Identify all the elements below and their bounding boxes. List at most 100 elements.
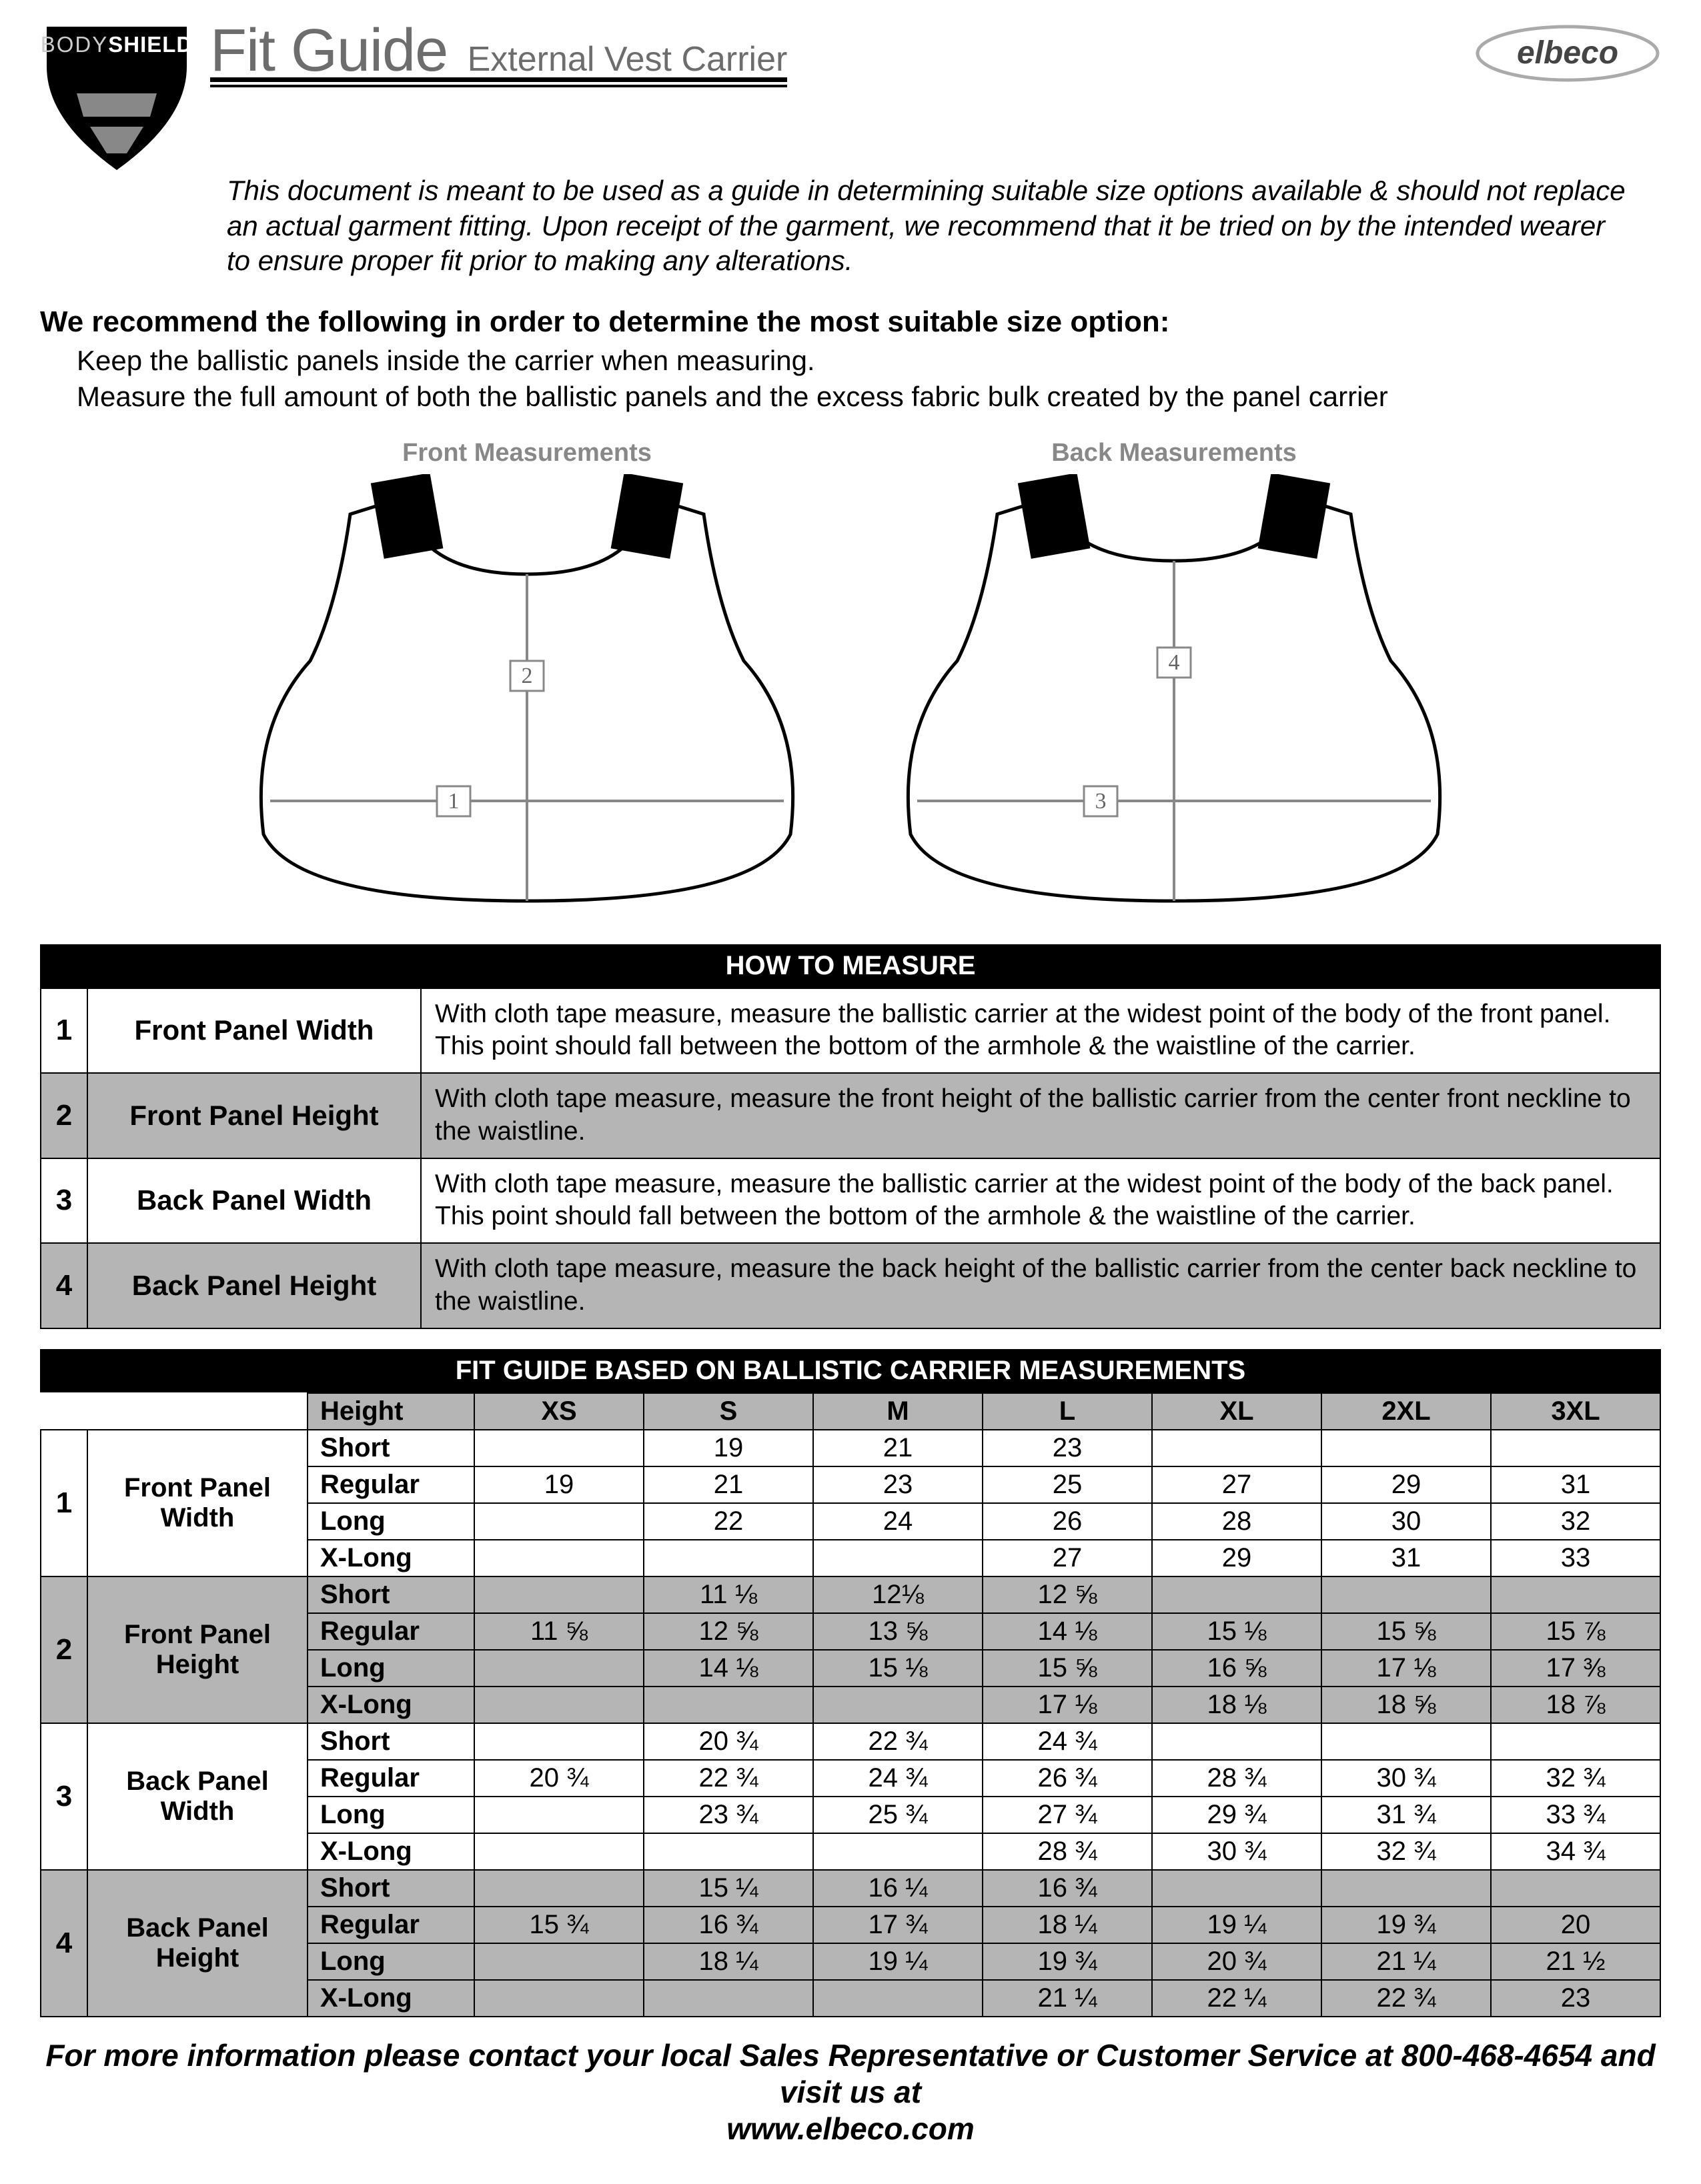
size-col: M — [813, 1393, 983, 1430]
fit-length: Short — [308, 1430, 474, 1466]
fit-value: 29 — [1321, 1466, 1491, 1503]
intro-text: This document is meant to be used as a g… — [227, 173, 1634, 279]
fit-value: 19 ¾ — [983, 1943, 1152, 1980]
size-col: XS — [474, 1393, 644, 1430]
fit-value: 12⅛ — [813, 1576, 983, 1613]
fit-value: 22 ¾ — [1321, 1980, 1491, 2017]
fit-value — [474, 1503, 644, 1540]
fit-value — [813, 1833, 983, 1870]
fit-length: Long — [308, 1650, 474, 1687]
fit-guide-section: FIT GUIDE BASED ON BALLISTIC CARRIER MEA… — [40, 1349, 1661, 2017]
fit-value: 12 ⅝ — [644, 1613, 813, 1650]
measure-desc: With cloth tape measure, measure the bal… — [421, 988, 1660, 1074]
fit-value: 18 ⅞ — [1491, 1687, 1660, 1723]
fit-value — [1152, 1723, 1321, 1760]
fit-value: 23 — [813, 1466, 983, 1503]
fit-value — [644, 1833, 813, 1870]
fit-value: 19 ¼ — [1152, 1907, 1321, 1943]
fit-value: 18 ⅛ — [1152, 1687, 1321, 1723]
fit-value: 21 ¼ — [983, 1980, 1152, 2017]
fit-value: 34 ¾ — [1491, 1833, 1660, 1870]
fit-value — [644, 1687, 813, 1723]
fit-length: Long — [308, 1797, 474, 1833]
fit-value: 14 ⅛ — [644, 1650, 813, 1687]
fit-value: 15 ⅝ — [983, 1650, 1152, 1687]
fit-value: 33 — [1491, 1540, 1660, 1576]
how-to-measure-section: HOW TO MEASURE 1 Front Panel Width With … — [40, 944, 1661, 1329]
size-col: 3XL — [1491, 1393, 1660, 1430]
fit-value: 17 ⅛ — [1321, 1650, 1491, 1687]
fit-value: 22 ¾ — [813, 1723, 983, 1760]
measure-name: Back Panel Height — [87, 1243, 421, 1328]
fit-value: 19 — [474, 1466, 644, 1503]
fit-value — [474, 1833, 644, 1870]
fit-group-num: 2 — [41, 1576, 87, 1723]
footer-line-1: For more information please contact your… — [45, 2038, 1655, 2109]
fit-value: 16 ¼ — [813, 1870, 983, 1907]
how-to-measure-table: 1 Front Panel Width With cloth tape meas… — [40, 988, 1661, 1329]
fit-value — [644, 1980, 813, 2017]
fit-value — [474, 1797, 644, 1833]
fit-guide-table: HeightXSSMLXL2XL3XL1Front PanelWidthShor… — [40, 1392, 1661, 2017]
back-diagram: Back Measurements 4 3 — [884, 439, 1464, 924]
fit-value — [1491, 1576, 1660, 1613]
fit-value: 25 ¾ — [813, 1797, 983, 1833]
fit-value — [1152, 1576, 1321, 1613]
fit-value: 17 ¾ — [813, 1907, 983, 1943]
fit-value — [1321, 1430, 1491, 1466]
fit-length: X-Long — [308, 1833, 474, 1870]
fit-value — [474, 1430, 644, 1466]
fit-value — [474, 1980, 644, 2017]
svg-text:4: 4 — [1169, 650, 1180, 675]
fit-row: 2Front PanelHeightShort11 ⅛12⅛12 ⅝ — [41, 1576, 1660, 1613]
fit-value: 21 — [813, 1430, 983, 1466]
page-title: Fit Guide — [210, 17, 448, 84]
fit-length: Short — [308, 1723, 474, 1760]
fit-value: 15 ⅞ — [1491, 1613, 1660, 1650]
fit-value: 20 ¾ — [1152, 1943, 1321, 1980]
measure-row: 4 Back Panel Height With cloth tape meas… — [41, 1243, 1660, 1328]
fit-value: 30 — [1321, 1503, 1491, 1540]
fit-value — [474, 1576, 644, 1613]
fit-value: 18 ¼ — [644, 1943, 813, 1980]
measure-num: 3 — [41, 1158, 87, 1244]
brand-body: BODY — [41, 32, 109, 57]
fit-value: 24 — [813, 1503, 983, 1540]
fit-value: 32 ¾ — [1491, 1760, 1660, 1797]
fit-group-num: 4 — [41, 1870, 87, 2017]
fit-value: 17 ⅛ — [983, 1687, 1152, 1723]
fit-value: 20 ¾ — [644, 1723, 813, 1760]
fit-value: 15 ⅛ — [813, 1650, 983, 1687]
size-col: L — [983, 1393, 1152, 1430]
fit-value: 33 ¾ — [1491, 1797, 1660, 1833]
fit-length: Long — [308, 1503, 474, 1540]
fit-value — [813, 1687, 983, 1723]
measure-num: 4 — [41, 1243, 87, 1328]
fit-value: 13 ⅝ — [813, 1613, 983, 1650]
fit-value — [474, 1870, 644, 1907]
fit-value — [813, 1980, 983, 2017]
fit-value: 23 ¾ — [644, 1797, 813, 1833]
fit-value: 19 ¾ — [1321, 1907, 1491, 1943]
fit-value — [474, 1723, 644, 1760]
fit-group-num: 1 — [41, 1430, 87, 1576]
fit-value: 31 — [1491, 1466, 1660, 1503]
fit-value: 21 ½ — [1491, 1943, 1660, 1980]
fit-group-num: 3 — [41, 1723, 87, 1870]
fit-length: X-Long — [308, 1540, 474, 1576]
recommend-line-2: Measure the full amount of both the ball… — [77, 379, 1661, 415]
fit-value: 22 ¾ — [644, 1760, 813, 1797]
fit-length: Regular — [308, 1907, 474, 1943]
fit-value: 26 ¾ — [983, 1760, 1152, 1797]
fit-value — [474, 1943, 644, 1980]
fit-value: 12 ⅝ — [983, 1576, 1152, 1613]
fit-value — [1152, 1870, 1321, 1907]
fit-value: 32 ¾ — [1321, 1833, 1491, 1870]
svg-text:1: 1 — [448, 789, 460, 814]
fit-value: 18 ⅝ — [1321, 1687, 1491, 1723]
back-vest-svg: 4 3 — [884, 474, 1464, 921]
fit-value: 16 ¾ — [644, 1907, 813, 1943]
fit-value: 21 ¼ — [1321, 1943, 1491, 1980]
fit-value — [1321, 1576, 1491, 1613]
fit-value: 16 ⅝ — [1152, 1650, 1321, 1687]
